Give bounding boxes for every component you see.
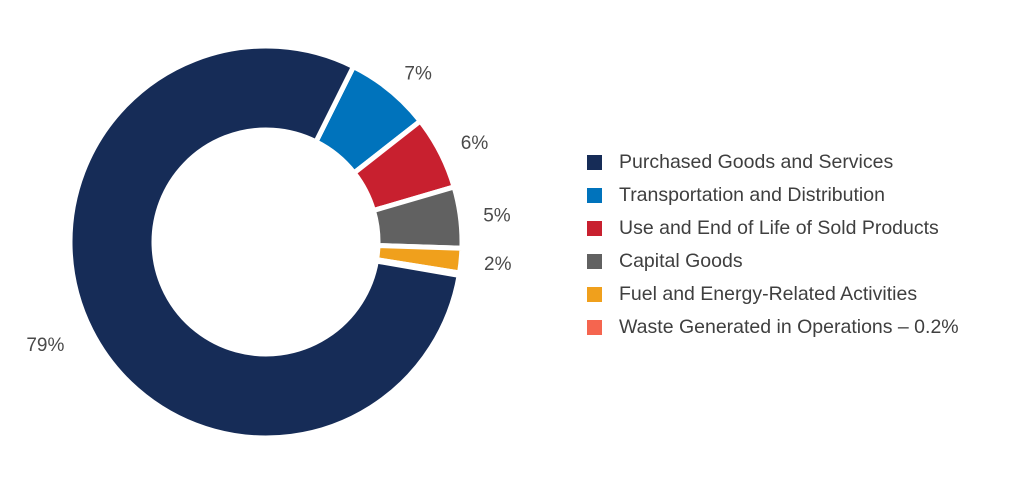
legend-label: Fuel and Energy-Related Activities bbox=[619, 283, 918, 305]
chart-legend: Purchased Goods and Services Transportati… bbox=[587, 146, 959, 344]
data-label-capital-goods: 5% bbox=[483, 205, 511, 226]
legend-swatch bbox=[587, 320, 602, 335]
legend-label: Purchased Goods and Services bbox=[619, 151, 894, 173]
legend-label: Waste Generated in Operations – 0.2% bbox=[619, 316, 959, 338]
data-label-use-and-end-of-life-of-sold-products: 6% bbox=[461, 133, 489, 154]
legend-swatch bbox=[587, 254, 602, 269]
data-label-purchased-goods-and-services: 79% bbox=[26, 335, 64, 356]
data-label-transportation-and-distribution: 7% bbox=[404, 63, 432, 84]
legend-item-capital-goods: Capital Goods bbox=[587, 245, 959, 278]
legend-item-fuel-and-energy-related-activities: Fuel and Energy-Related Activities bbox=[587, 278, 959, 311]
legend-label: Use and End of Life of Sold Products bbox=[619, 217, 939, 239]
legend-label: Transportation and Distribution bbox=[619, 184, 885, 206]
chart-slices bbox=[67, 43, 465, 441]
legend-swatch bbox=[587, 188, 602, 203]
legend-label: Capital Goods bbox=[619, 250, 743, 272]
slice-purchased-goods-and-services bbox=[67, 43, 462, 441]
legend-item-use-and-end-of-life-of-sold-products: Use and End of Life of Sold Products bbox=[587, 212, 959, 245]
legend-swatch bbox=[587, 287, 602, 302]
legend-item-transportation-and-distribution: Transportation and Distribution bbox=[587, 179, 959, 212]
data-label-fuel-and-energy-related-activities: 2% bbox=[484, 254, 512, 275]
chart-data-labels: 7% 6% 5% 2% 79% bbox=[26, 63, 511, 356]
legend-item-purchased-goods-and-services: Purchased Goods and Services bbox=[587, 146, 959, 179]
legend-swatch bbox=[587, 221, 602, 236]
legend-swatch bbox=[587, 155, 602, 170]
legend-item-waste-generated-in-operations-0-2: Waste Generated in Operations – 0.2% bbox=[587, 311, 959, 344]
